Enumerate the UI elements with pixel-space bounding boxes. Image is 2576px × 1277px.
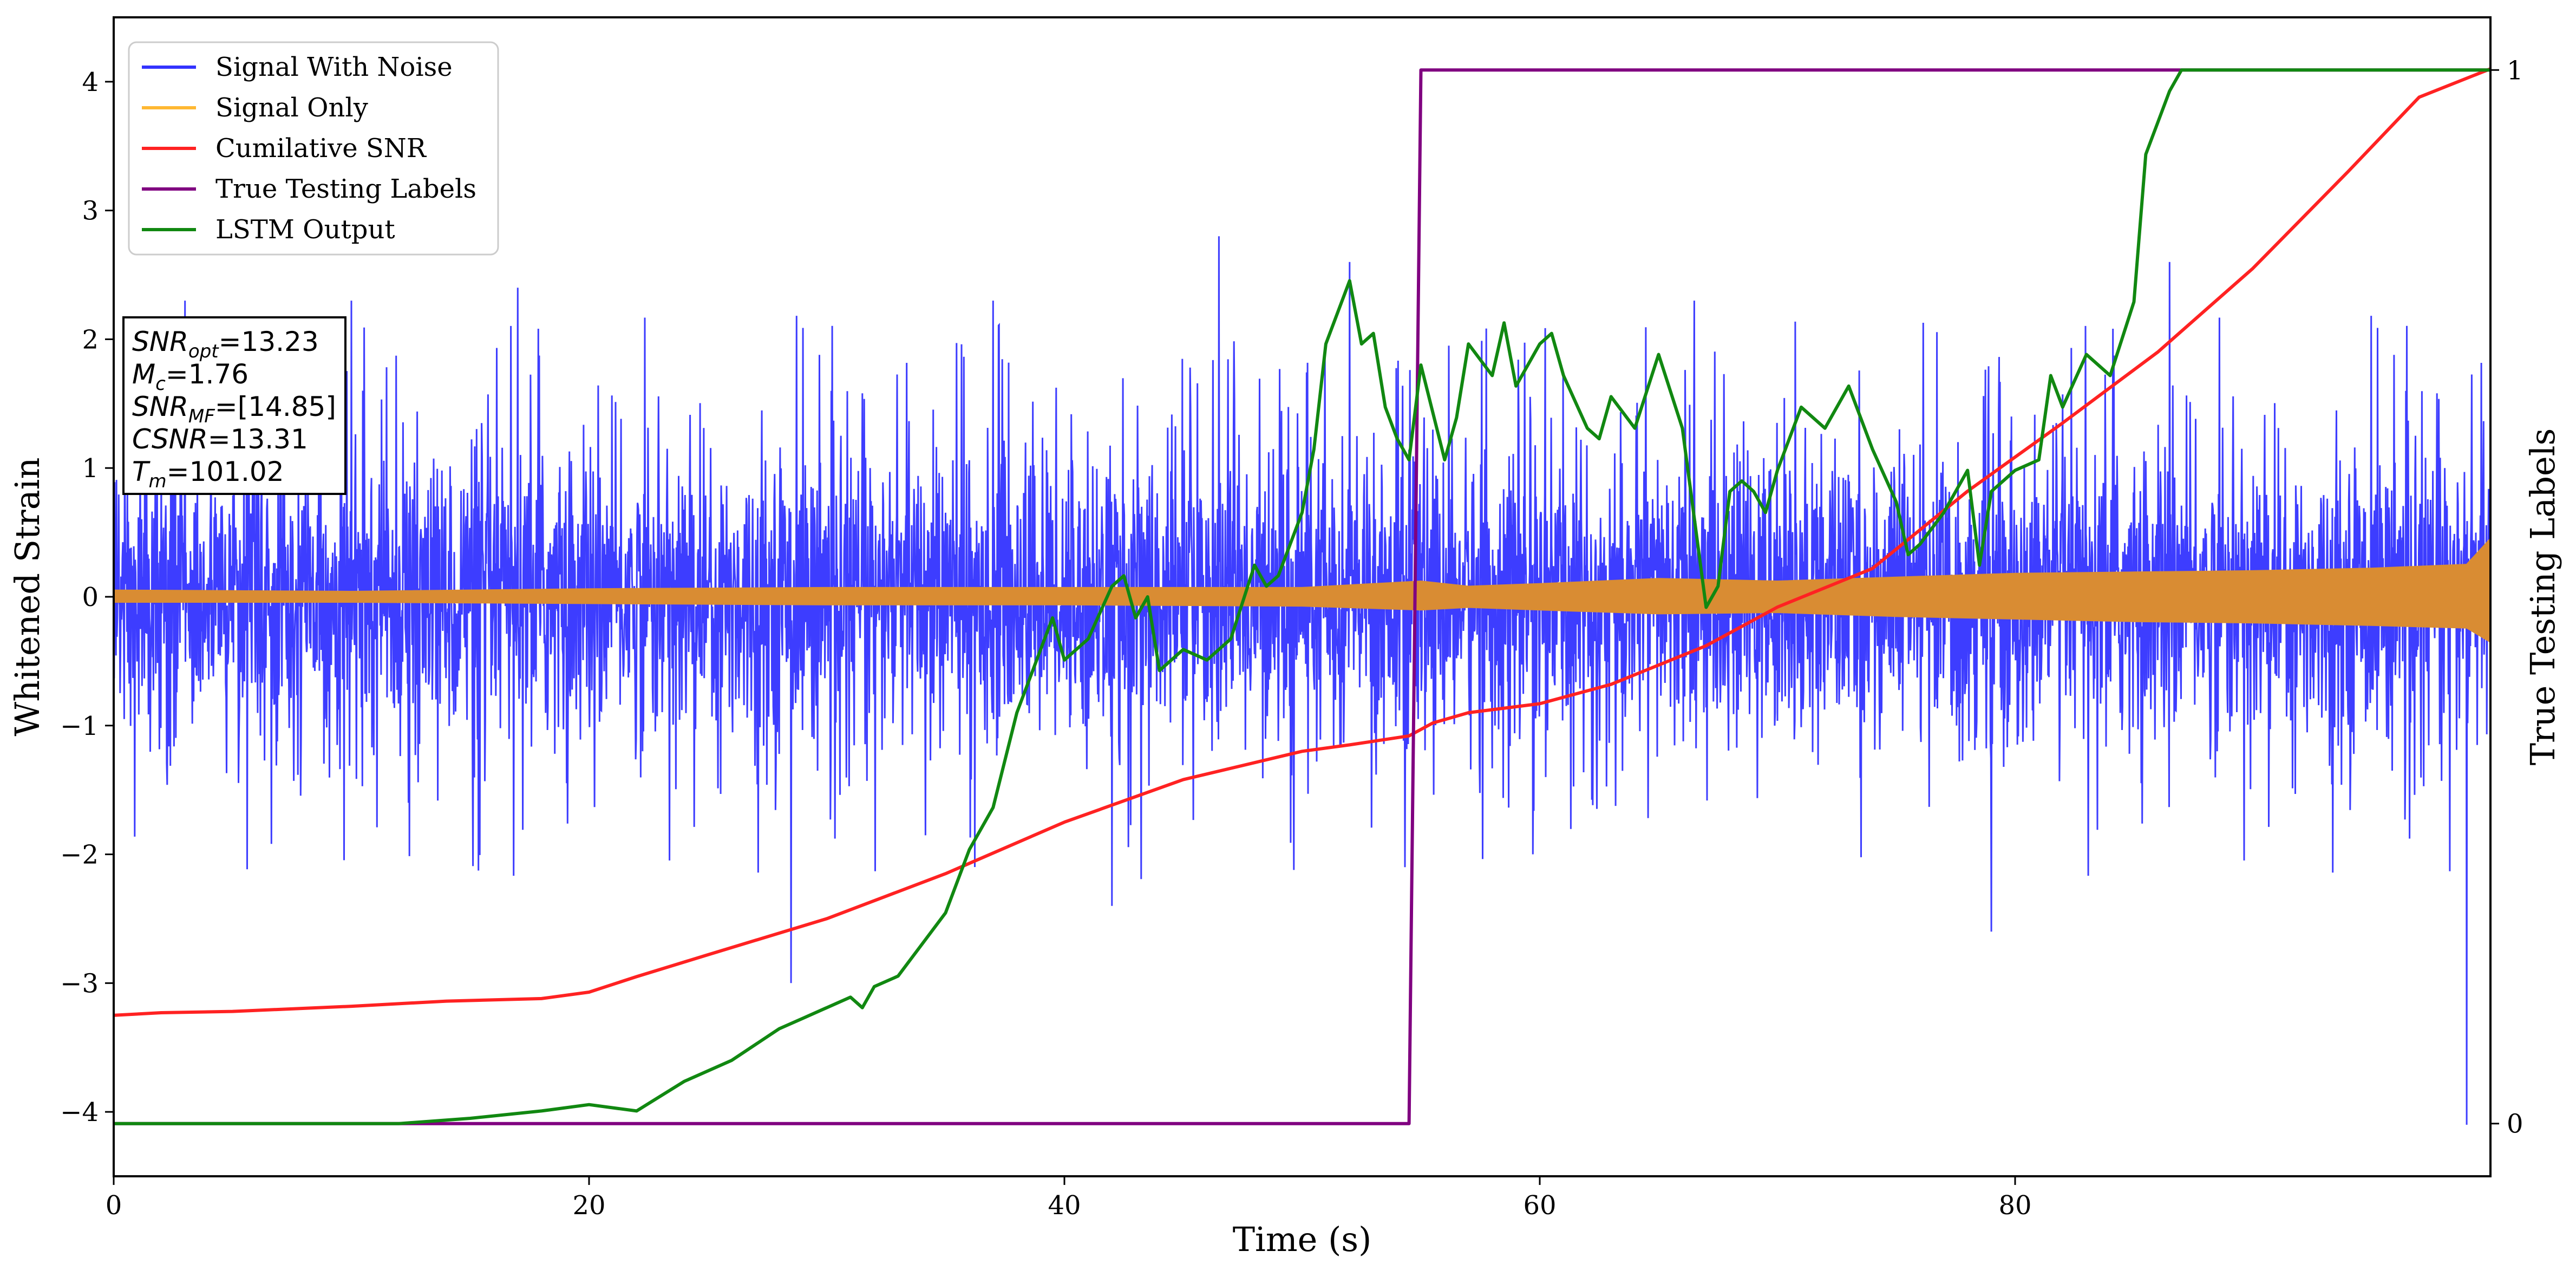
- y-tick-label: −2: [60, 840, 99, 870]
- annotation-symbol: SNR: [132, 326, 188, 357]
- annotation-subscript: c: [155, 373, 166, 395]
- annotation-symbol: CSNR: [132, 424, 208, 455]
- signal-with-noise-line: [114, 236, 2490, 1125]
- legend-label: Cumilative SNR: [215, 133, 427, 164]
- plot-area: [114, 67, 2490, 1125]
- annotation-symbol: T: [132, 456, 151, 487]
- legend-box: [128, 41, 499, 256]
- y-right-tick-label: 1: [2507, 55, 2523, 86]
- y-axis-right: 01: [2490, 55, 2523, 1139]
- y-tick-label: 2: [82, 324, 99, 355]
- signal-only-band: [114, 537, 2490, 643]
- legend-label: Signal Only: [215, 93, 368, 123]
- y-tick-label: 0: [82, 582, 99, 613]
- x-axis-label: Time (s): [1233, 1220, 1372, 1259]
- y-tick-label: 3: [82, 196, 99, 226]
- true-testing-labels-line: [114, 68, 2490, 1125]
- y-tick-label: 4: [82, 67, 99, 97]
- annotation-subscript: MF: [188, 406, 215, 427]
- x-tick-label: 60: [1523, 1190, 1556, 1221]
- cumilative-snr-line: [114, 67, 2490, 1017]
- signal-only-series: [114, 537, 2490, 643]
- y-axis-right-label: True Testing Labels: [2523, 428, 2562, 766]
- x-tick-label: 40: [1048, 1190, 1081, 1221]
- lstm-output-line: [114, 68, 2490, 1125]
- annotation-subscript: opt: [188, 341, 219, 362]
- annotation-subscript: m: [149, 471, 167, 492]
- x-tick-label: 80: [1998, 1190, 2031, 1221]
- legend-label: True Testing Labels: [215, 174, 476, 204]
- annotation-value: =13.31: [208, 424, 308, 455]
- annotation-frame: [122, 316, 346, 495]
- y-tick-label: −4: [60, 1097, 99, 1128]
- annotation-symbol: SNR: [132, 391, 188, 422]
- y-right-tick-label: 0: [2507, 1109, 2523, 1139]
- y-tick-label: −3: [60, 968, 99, 999]
- y-tick-label: 1: [82, 453, 99, 484]
- annotation-symbol: M: [132, 359, 155, 390]
- line-series-group: [114, 67, 2490, 1125]
- annotation-value: =13.23: [219, 326, 319, 357]
- x-axis: 0 20 40 60 80: [106, 1176, 2032, 1221]
- x-tick-label: 0: [106, 1190, 122, 1221]
- annotation-line: Mc=1.76: [132, 359, 249, 395]
- signal-with-noise-series: [114, 236, 2490, 1125]
- annotation-value: =[14.85]: [215, 391, 336, 422]
- legend-label: Signal With Noise: [215, 52, 453, 82]
- y-axis-label: Whitened Strain: [8, 458, 47, 737]
- annotation-line: Tm=101.02: [132, 456, 284, 492]
- annotation-box: SNRopt=13.23Mc=1.76SNRMF=[14.85]CSNR=13.…: [122, 316, 346, 495]
- annotation-line: CSNR=13.31: [132, 424, 308, 455]
- legend-label: LSTM Output: [215, 214, 395, 245]
- annotation-line: SNRMF=[14.85]: [132, 391, 336, 427]
- y-tick-label: −1: [60, 711, 99, 741]
- annotation-value: =101.02: [167, 456, 284, 487]
- legend: Signal With Noise Signal Only Cumilative S…: [128, 41, 499, 256]
- annotation-value: =1.76: [166, 359, 249, 390]
- y-axis-left: −4 −3 −2 −1 0 1 2 3 4: [60, 67, 114, 1128]
- x-tick-label: 20: [572, 1190, 605, 1221]
- annotation-line: SNRopt=13.23: [132, 326, 319, 362]
